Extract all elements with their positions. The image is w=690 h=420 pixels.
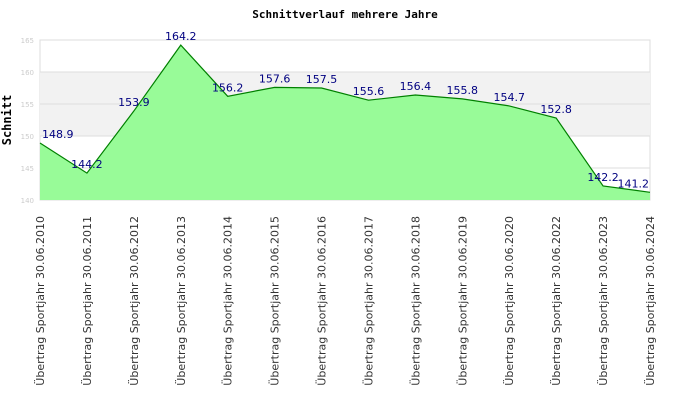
x-tick-label: Übertrag Sportjahr 30.06.2011 [81,216,94,386]
series-line [39,44,651,193]
data-label: 157.5 [306,73,338,86]
chart-title: Schnittverlauf mehrere Jahre [252,8,438,21]
x-tick-label: Übertrag Sportjahr 30.06.2023 [597,216,610,386]
data-label: 142.2 [587,171,619,184]
data-label: 141.2 [618,177,650,190]
y-tick-label: 150 [21,133,34,141]
data-label: 154.7 [493,91,525,104]
x-tick-label: Übertrag Sportjahr 30.06.2013 [175,216,188,386]
data-label: 153.9 [118,96,150,109]
data-label: 164.2 [165,30,197,43]
data-label: 155.8 [447,84,479,97]
x-tick-label: Übertrag Sportjahr 30.06.2012 [128,216,141,386]
x-tick-label: Übertrag Sportjahr 30.06.2024 [644,216,657,386]
data-label: 144.2 [71,158,103,171]
y-tick-label: 160 [21,69,34,77]
x-tick-label: Übertrag Sportjahr 30.06.2017 [362,216,375,386]
y-axis-label: Schnitt [0,95,14,146]
data-label: 156.2 [212,81,244,94]
data-label: 156.4 [400,80,432,93]
area-fill [40,45,650,201]
x-tick-label: Übertrag Sportjahr 30.06.2018 [409,216,422,386]
x-tick-label: Übertrag Sportjahr 30.06.2014 [222,216,235,386]
x-tick-label: Übertrag Sportjahr 30.06.2015 [269,216,282,386]
x-tick-label: Übertrag Sportjahr 30.06.2022 [550,216,563,386]
x-tick-label: Übertrag Sportjahr 30.06.2016 [316,216,329,386]
data-label: 155.6 [353,85,385,98]
data-label: 152.8 [540,103,572,116]
x-tick-label: Übertrag Sportjahr 30.06.2010 [34,216,47,386]
x-tick-label: Übertrag Sportjahr 30.06.2020 [503,216,516,386]
y-tick-label: 145 [21,165,34,173]
x-tick-label: Übertrag Sportjahr 30.06.2019 [456,216,469,386]
data-label: 148.9 [42,128,74,141]
y-tick-label: 155 [21,101,34,109]
data-label: 157.6 [259,72,291,85]
y-tick-label: 165 [21,37,34,45]
y-tick-label: 140 [21,197,34,205]
